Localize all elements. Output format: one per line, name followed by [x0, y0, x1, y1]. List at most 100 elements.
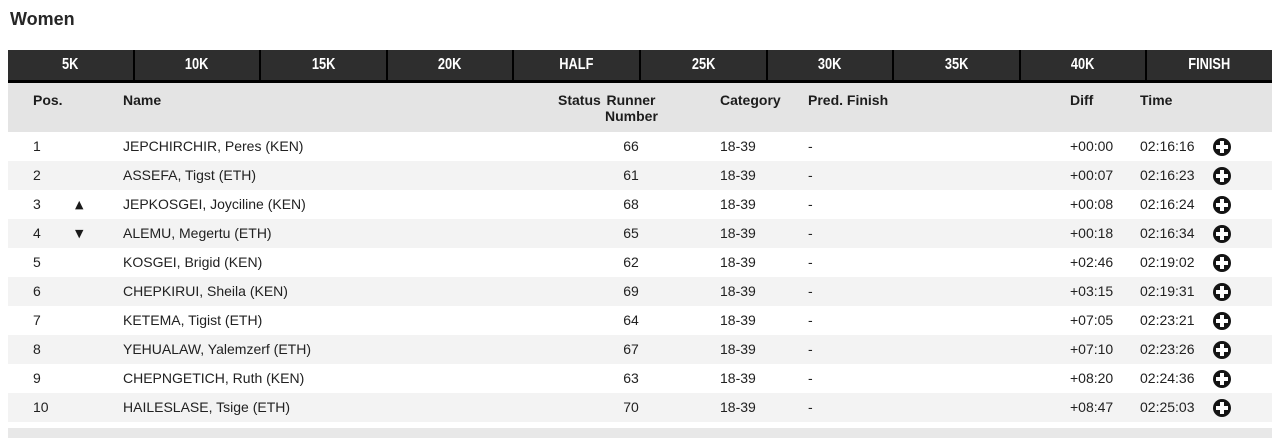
expand-row-icon[interactable]: [1213, 311, 1231, 330]
status-cell: [558, 364, 605, 393]
page-title: Women: [10, 9, 75, 29]
runner-name-cell: HAILESLASE, Tsige (ETH): [123, 399, 291, 415]
runner-name-cell: CHEPNGETICH, Ruth (KEN): [123, 370, 305, 386]
diff-cell: +00:07: [1070, 167, 1114, 183]
split-tab[interactable]: HALF: [512, 50, 639, 80]
pred-finish-cell: -: [808, 283, 813, 299]
position-change-icon: [63, 248, 123, 277]
status-cell: [558, 306, 605, 335]
position-cell: 8: [33, 341, 41, 357]
runner-number-cell: 69: [623, 283, 639, 299]
status-cell: [558, 219, 605, 248]
category-cell: 18-39: [720, 196, 756, 212]
expand-row-icon[interactable]: [1213, 369, 1231, 388]
expand-cell: [1213, 277, 1272, 306]
expand-row-icon[interactable]: [1213, 282, 1231, 301]
position-change-icon: [63, 364, 123, 393]
col-header-runner-number: Runner Number: [605, 92, 658, 124]
split-tab-label: 35K: [944, 56, 969, 73]
expand-cell: [1213, 190, 1272, 219]
position-change-icon: [63, 132, 123, 161]
category-cell: 18-39: [720, 167, 756, 183]
expand-cell: [1213, 132, 1272, 161]
position-change-icon: [63, 277, 123, 306]
position-cell: 6: [33, 283, 41, 299]
time-cell: 02:16:23: [1140, 167, 1195, 183]
status-cell: [558, 161, 605, 190]
table-row: 3 ▲ JEPKOSGEI, Joyciline (KEN) 68 18-39 …: [8, 190, 1272, 219]
expand-cell: [1213, 248, 1272, 277]
split-tab[interactable]: 30K: [765, 50, 893, 80]
position-cell: 4: [33, 225, 41, 241]
pred-finish-cell: -: [808, 167, 813, 183]
pred-finish-cell: -: [808, 341, 813, 357]
runner-name-cell: KETEMA, Tigist (ETH): [123, 312, 263, 328]
diff-cell: +00:18: [1070, 225, 1114, 241]
expand-row-icon[interactable]: [1213, 253, 1231, 272]
split-tab-label: 40K: [1071, 56, 1095, 73]
runner-number-cell: 65: [623, 225, 639, 241]
diff-cell: +00:08: [1070, 196, 1114, 212]
split-tab[interactable]: 20K: [385, 50, 513, 80]
position-change-icon: [63, 161, 123, 190]
split-tab[interactable]: 25K: [638, 50, 766, 80]
expand-row-icon[interactable]: [1213, 195, 1231, 214]
expand-cell: [1213, 364, 1272, 393]
col-header-time: Time: [1140, 92, 1173, 108]
diff-cell: +08:47: [1070, 399, 1114, 415]
split-tab-label: 20K: [438, 56, 462, 73]
runner-number-cell: 61: [623, 167, 639, 183]
category-cell: 18-39: [720, 254, 756, 270]
category-cell: 18-39: [720, 225, 756, 241]
pred-finish-cell: -: [808, 196, 813, 212]
pred-finish-cell: -: [808, 370, 813, 386]
runner-number-cell: 63: [623, 370, 639, 386]
split-tab-label: 30K: [818, 56, 842, 73]
runner-name-cell: KOSGEI, Brigid (KEN): [123, 254, 263, 270]
expand-row-icon[interactable]: [1213, 340, 1231, 359]
split-tab[interactable]: 15K: [259, 50, 386, 80]
position-change-icon: ▼: [75, 227, 84, 240]
expand-cell: [1213, 393, 1272, 422]
position-cell: 7: [33, 312, 41, 328]
table-row: 6 CHEPKIRUI, Sheila (KEN) 69 18-39 - +03…: [8, 277, 1272, 306]
split-tab-label: 10K: [185, 56, 209, 73]
status-cell: [558, 393, 605, 422]
status-cell: [558, 277, 605, 306]
category-cell: 18-39: [720, 399, 756, 415]
col-header-status: Status: [558, 92, 601, 108]
position-change-icon: [63, 393, 123, 422]
expand-row-icon[interactable]: [1213, 224, 1231, 243]
split-tabbar: 5K 10K 15K 20K HALF 25K 30K 35K 40K FINI…: [8, 50, 1272, 83]
split-tab[interactable]: 5K: [8, 50, 133, 80]
category-cell: 18-39: [720, 138, 756, 154]
position-cell: 9: [33, 370, 41, 386]
diff-cell: +00:00: [1070, 138, 1114, 154]
col-header-pred-finish: Pred. Finish: [808, 92, 889, 108]
position-cell: 5: [33, 254, 41, 270]
table-row: 1 JEPCHIRCHIR, Peres (KEN) 66 18-39 - +0…: [8, 132, 1272, 161]
time-cell: 02:23:21: [1140, 312, 1195, 328]
time-cell: 02:19:31: [1140, 283, 1195, 299]
split-tab[interactable]: 40K: [1018, 50, 1146, 80]
time-cell: 02:23:26: [1140, 341, 1195, 357]
diff-cell: +03:15: [1070, 283, 1114, 299]
split-tab[interactable]: FINISH: [1145, 50, 1272, 80]
category-cell: 18-39: [720, 283, 756, 299]
pred-finish-cell: -: [808, 312, 813, 328]
expand-cell: [1213, 219, 1272, 248]
split-tab[interactable]: 10K: [132, 50, 260, 80]
runner-name-cell: CHEPKIRUI, Sheila (KEN): [123, 283, 288, 299]
expand-row-icon[interactable]: [1213, 398, 1231, 417]
table-row: 5 KOSGEI, Brigid (KEN) 62 18-39 - +02:46…: [8, 248, 1272, 277]
col-header-pos: Pos.: [33, 92, 63, 108]
expand-cell: [1213, 161, 1272, 190]
pred-finish-cell: -: [808, 254, 813, 270]
split-tab-label: FINISH: [1188, 56, 1231, 73]
expand-row-icon[interactable]: [1213, 166, 1231, 185]
runner-number-cell: 66: [623, 138, 639, 154]
col-header-diff: Diff: [1070, 92, 1094, 108]
position-cell: 3: [33, 196, 41, 212]
expand-row-icon[interactable]: [1213, 137, 1231, 156]
split-tab[interactable]: 35K: [892, 50, 1019, 80]
